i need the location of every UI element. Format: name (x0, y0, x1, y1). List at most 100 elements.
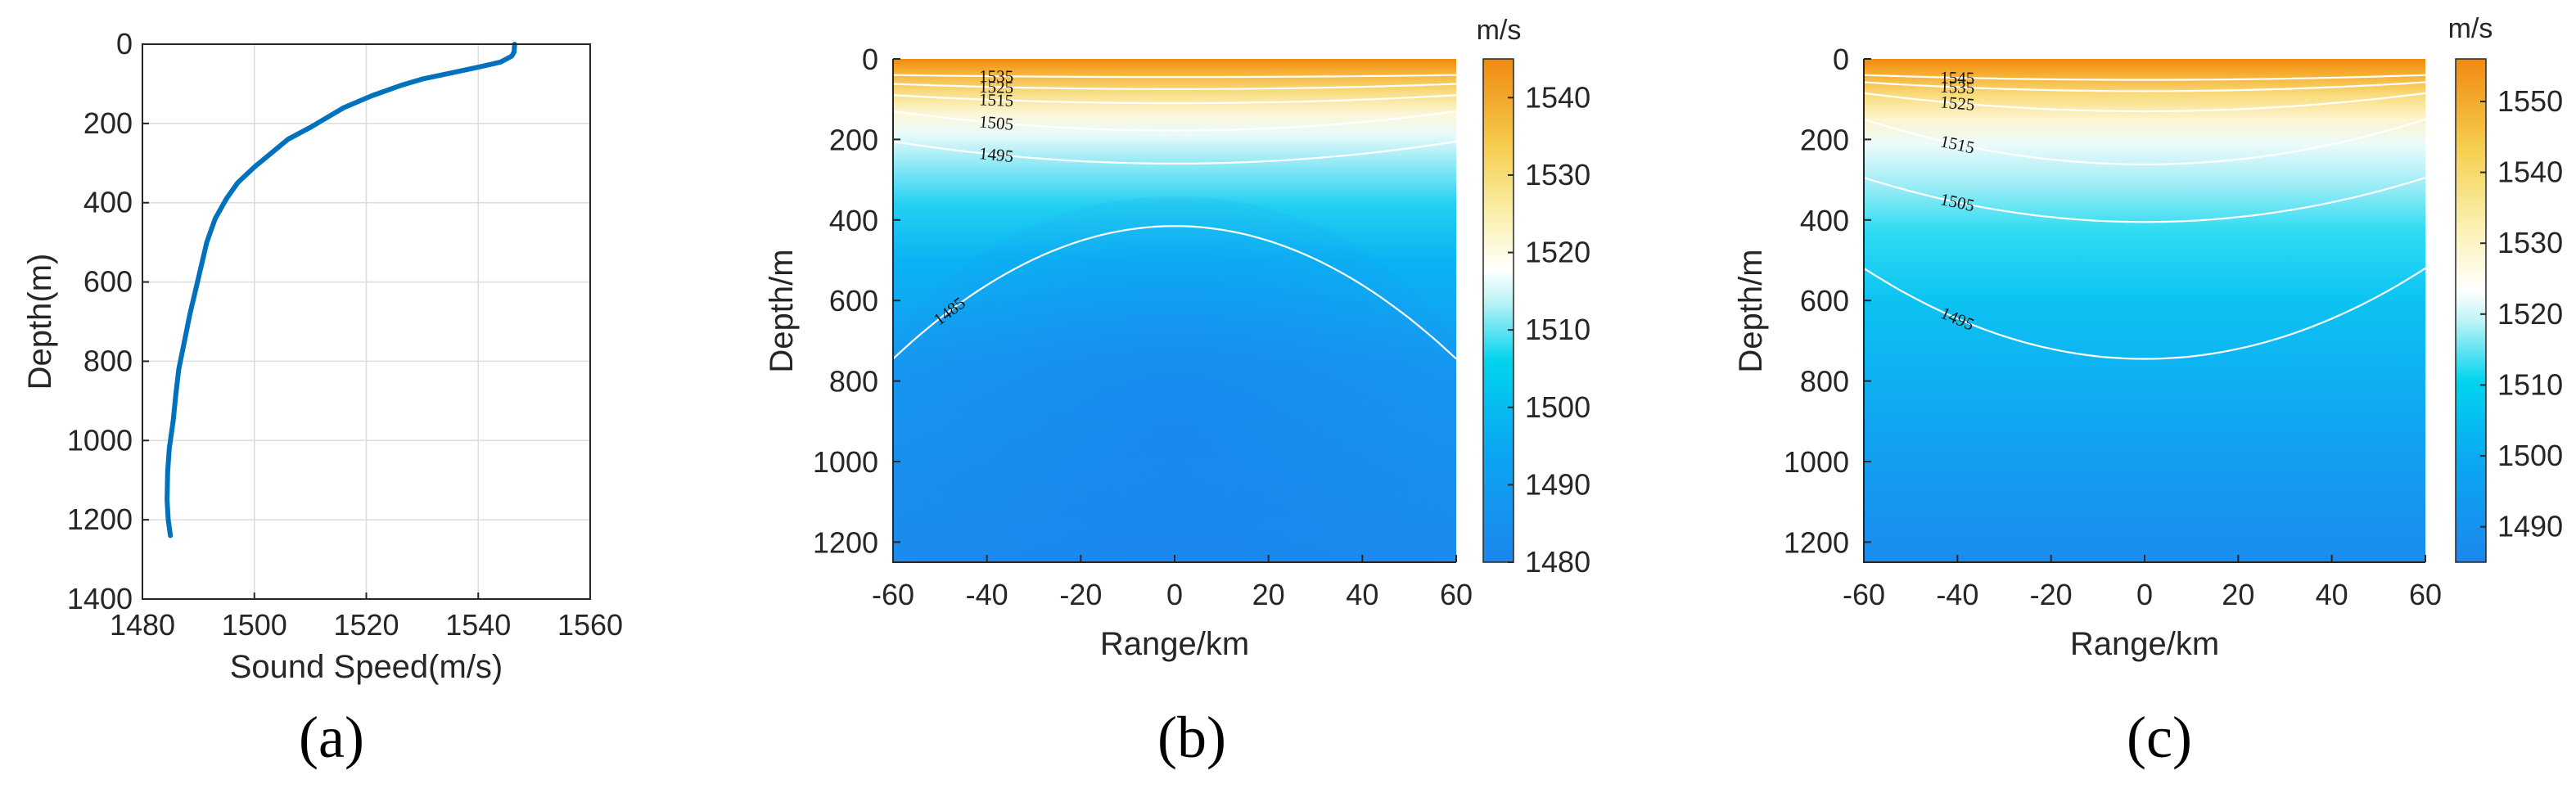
y-tick-label: 1200 (67, 502, 133, 536)
y-tick-label: 1000 (813, 445, 878, 479)
x-tick-label: 0 (1166, 578, 1183, 611)
x-tick-label: 20 (2222, 578, 2254, 611)
contour-label: 1545 (1940, 67, 1975, 88)
y-ticks-a: 0 200 400 600 800 1000 1200 1400 (67, 27, 149, 615)
contour-label: 1535 (1940, 77, 1975, 98)
colorbar-ticks-c: 1490 1500 1510 1520 1530 1540 1550 (2480, 84, 2563, 543)
y-tick-label: 800 (83, 344, 133, 377)
y-tick-label: 400 (1800, 204, 1849, 237)
y-tick-label: 200 (83, 106, 133, 140)
contour-label: 1535 (979, 66, 1013, 86)
x-tick-label: 60 (2409, 578, 2442, 611)
x-tick-label: -20 (1059, 578, 1102, 611)
colorbar-tick-label: 1510 (2497, 367, 2563, 401)
y-tick-label: 200 (1800, 123, 1849, 156)
y-tick-label: 600 (829, 284, 878, 318)
contour-label: 1515 (979, 89, 1014, 110)
x-tick-label: -20 (2030, 578, 2073, 611)
y-tick-label: 400 (83, 186, 133, 219)
contour-line (1864, 81, 2425, 92)
y-tick-label: 200 (829, 123, 878, 156)
x-ticks-c: -60 -40 -20 0 20 40 60 (1843, 555, 2442, 611)
colorbar-tick-label: 1540 (2497, 155, 2563, 189)
sound-speed-profile-line (165, 42, 517, 538)
colorbar-tick-label: 1490 (2497, 510, 2563, 543)
y-tick-label: 0 (1833, 43, 1849, 76)
y-tick-label: 1000 (1784, 445, 1849, 479)
colorbar-tick-label: 1500 (2497, 439, 2563, 472)
y-ticks-b: 0 200 400 600 800 1000 1200 (813, 43, 900, 559)
x-tick-label: 40 (2316, 578, 2348, 611)
colorbar-tick-label: 1520 (1525, 236, 1590, 269)
contour-label: 1495 (978, 143, 1014, 166)
heatmap-shading-b (893, 196, 1456, 562)
y-tick-label: 0 (862, 43, 878, 76)
colorbar-tick-label: 1530 (1525, 158, 1590, 191)
y-tick-label: 800 (829, 365, 878, 399)
x-tick-label: 1500 (222, 608, 287, 642)
x-tick-label: 1540 (445, 608, 511, 642)
colorbar-tick-label: 1480 (1525, 545, 1590, 579)
contour-line (1864, 74, 2425, 81)
panel-label-c: (c) (2127, 705, 2192, 770)
contour-line (893, 74, 1456, 79)
colorbar-ticks-b: 1480 1490 1500 1510 1520 1530 1540 (1508, 80, 1590, 579)
x-axis-label-c: Range/km (2070, 626, 2219, 662)
colorbar-tick-label: 1500 (1525, 390, 1590, 424)
colorbar-tick-label: 1490 (1525, 467, 1590, 501)
x-tick-label: 1560 (557, 608, 623, 642)
contour-line (893, 225, 1456, 360)
x-tick-label: -40 (1936, 578, 1978, 611)
y-tick-label: 1000 (67, 423, 133, 457)
contour-label: 1525 (1939, 92, 1975, 114)
colorbar-tick-label: 1540 (1525, 80, 1590, 114)
y-tick-label: 600 (83, 265, 133, 299)
heatmap-field-c (1864, 59, 2425, 562)
contour-label: 1525 (979, 77, 1014, 97)
colorbar-tick-label: 1530 (2497, 226, 2563, 259)
x-ticks-b: -60 -40 -20 0 20 40 60 (872, 555, 1473, 611)
x-tick-label: 0 (2136, 578, 2153, 611)
panel-label-b: (b) (1157, 705, 1226, 770)
colorbar-b (1482, 58, 1514, 563)
panel-a-line-chart: 1480 1500 1520 1540 1560 0 200 400 600 800 1000 12… (22, 27, 623, 770)
contour-line (893, 140, 1456, 164)
contour-line (1864, 177, 2425, 223)
contour-line (893, 94, 1456, 105)
y-axis-label-c: Depth/m (1733, 249, 1769, 372)
panel-label-a: (a) (299, 705, 364, 770)
y-tick-label: 1200 (1784, 525, 1849, 559)
y-tick-label: 400 (829, 204, 878, 237)
x-tick-label: -40 (966, 578, 1008, 611)
colorbar-c (2455, 58, 2487, 563)
y-tick-label: 0 (116, 27, 133, 61)
x-tick-label: -60 (1843, 578, 1885, 611)
y-axis-label-a: Depth(m) (22, 254, 58, 390)
x-tick-label: 1520 (333, 608, 399, 642)
x-ticks-a: 1480 1500 1520 1540 1560 (110, 592, 623, 642)
colorbar-unit-b: m/s (1477, 15, 1522, 46)
contour-label: 1505 (978, 111, 1014, 134)
y-tick-label: 800 (1800, 365, 1849, 399)
contour-line (1864, 92, 2425, 113)
contour-line (1864, 118, 2425, 166)
contour-line (893, 110, 1456, 132)
x-axis-label-a: Sound Speed(m/s) (230, 649, 503, 685)
y-tick-label: 1400 (67, 582, 133, 615)
contour-line (1864, 267, 2425, 360)
y-tick-label: 600 (1800, 284, 1849, 318)
x-tick-label: -60 (872, 578, 914, 611)
colorbar-tick-label: 1510 (1525, 313, 1590, 346)
y-axis-label-b: Depth/m (764, 249, 800, 372)
y-tick-label: 1200 (813, 525, 878, 559)
grid-a (142, 43, 591, 600)
x-tick-label: 60 (1440, 578, 1473, 611)
x-tick-label: 20 (1252, 578, 1285, 611)
x-axis-label-b: Range/km (1100, 626, 1249, 662)
contour-line (893, 83, 1456, 90)
colorbar-unit-c: m/s (2448, 13, 2493, 44)
